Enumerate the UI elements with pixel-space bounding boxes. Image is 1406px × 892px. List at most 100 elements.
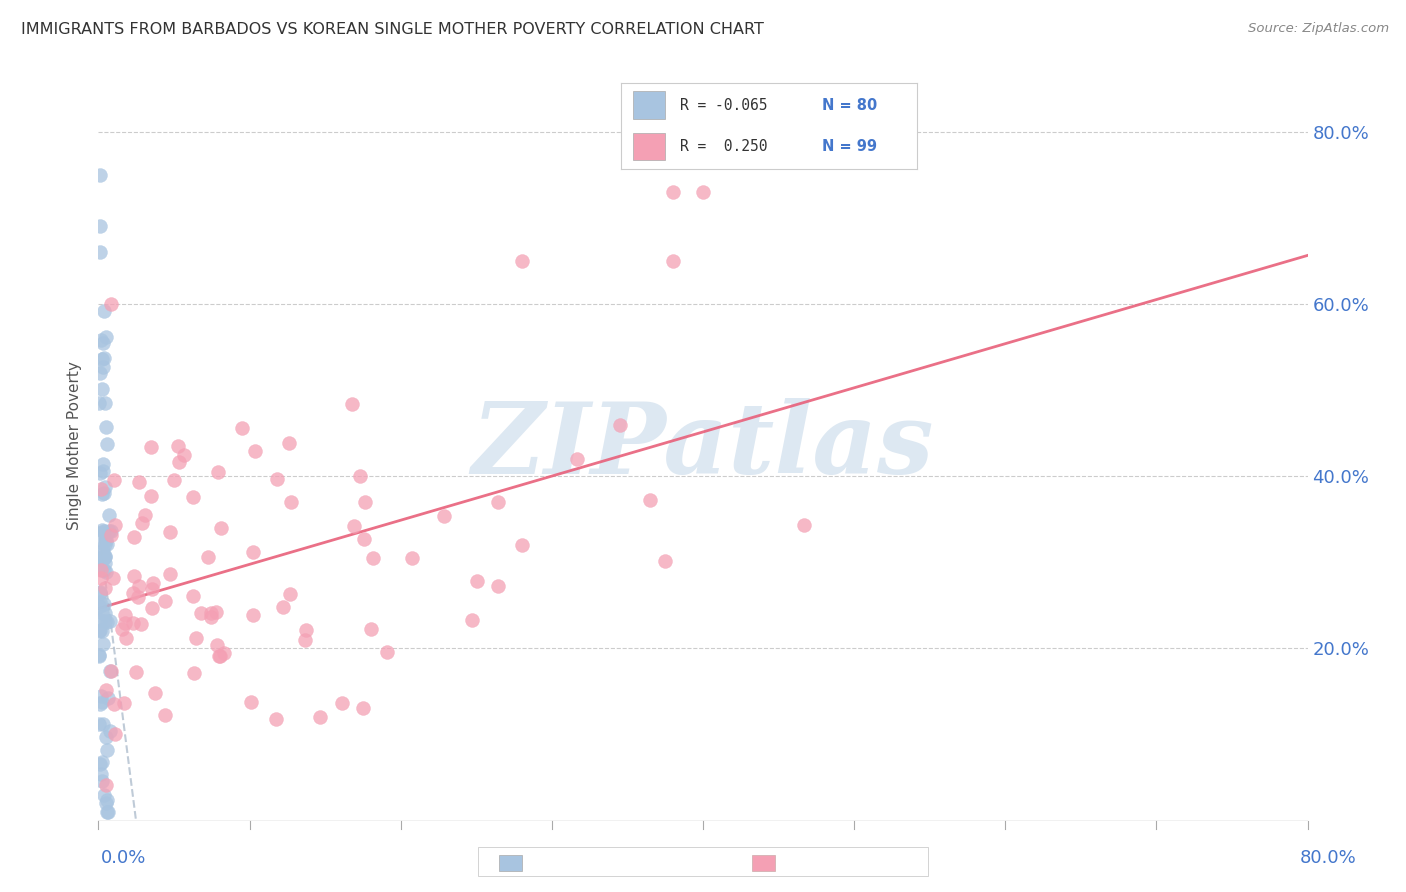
- Point: [465, 574, 488, 588]
- Point: [93, 549, 115, 563]
- Y-axis label: Single Mother Poverty: Single Mother Poverty: [67, 361, 83, 531]
- Point: [97, 690, 120, 705]
- Point: [91, 542, 114, 557]
- Point: [91, 624, 114, 638]
- Point: [127, 591, 149, 605]
- Point: [93, 335, 115, 350]
- Point: [96, 792, 118, 806]
- Point: [122, 615, 145, 630]
- Point: [93, 486, 115, 500]
- Point: [197, 550, 219, 565]
- Point: [89, 535, 111, 549]
- Point: [89, 624, 111, 638]
- Point: [186, 632, 208, 646]
- Point: [131, 516, 153, 530]
- Point: [90, 695, 112, 709]
- Point: [98, 723, 121, 738]
- Point: [93, 549, 115, 564]
- Point: [231, 421, 253, 435]
- Point: [90, 571, 112, 585]
- Point: [94, 614, 117, 628]
- Point: [638, 492, 661, 507]
- Point: [96, 805, 118, 819]
- Point: [90, 553, 112, 567]
- Point: [90, 482, 112, 496]
- Point: [98, 614, 121, 628]
- Point: [163, 473, 186, 487]
- Point: [142, 576, 165, 591]
- Text: 80.0%: 80.0%: [1301, 849, 1357, 867]
- Point: [111, 622, 134, 636]
- Point: [103, 474, 125, 488]
- Point: [96, 537, 118, 551]
- Point: [360, 623, 382, 637]
- Text: Koreans: Koreans: [782, 855, 842, 870]
- Point: [486, 579, 509, 593]
- Point: [94, 683, 117, 698]
- Point: [190, 607, 212, 621]
- Point: [94, 581, 117, 595]
- Point: [295, 623, 318, 637]
- Point: [89, 219, 111, 234]
- Point: [793, 518, 815, 533]
- Point: [89, 599, 111, 613]
- Point: [121, 585, 143, 599]
- Point: [143, 686, 166, 700]
- Point: [654, 554, 676, 568]
- Point: [209, 521, 232, 535]
- Point: [89, 168, 111, 182]
- Point: [340, 397, 363, 411]
- Text: 0.0%: 0.0%: [101, 849, 146, 867]
- Point: [87, 649, 110, 664]
- Point: [167, 439, 190, 453]
- Point: [207, 638, 229, 652]
- Point: [90, 773, 112, 788]
- Point: [90, 333, 112, 347]
- Point: [97, 524, 120, 538]
- Point: [661, 253, 683, 268]
- Point: [159, 525, 181, 540]
- Point: [139, 490, 162, 504]
- Point: [89, 366, 111, 380]
- Point: [89, 717, 111, 731]
- Point: [91, 552, 114, 566]
- Point: [141, 582, 163, 596]
- Point: [243, 444, 266, 458]
- Point: [510, 538, 533, 552]
- Text: Source: ZipAtlas.com: Source: ZipAtlas.com: [1249, 22, 1389, 36]
- Point: [352, 701, 374, 715]
- Point: [205, 605, 228, 619]
- Point: [266, 472, 288, 486]
- Point: [461, 613, 484, 627]
- Point: [98, 508, 121, 523]
- Point: [94, 396, 117, 410]
- Point: [567, 451, 589, 466]
- Point: [692, 185, 714, 199]
- Point: [94, 420, 117, 434]
- Point: [125, 665, 148, 679]
- Point: [89, 595, 111, 609]
- Point: [173, 448, 195, 462]
- Point: [114, 607, 136, 622]
- Point: [181, 491, 204, 505]
- Point: [93, 524, 115, 539]
- Point: [93, 480, 115, 494]
- Point: [661, 185, 683, 199]
- Point: [87, 396, 110, 410]
- Point: [240, 695, 263, 709]
- Point: [208, 649, 231, 664]
- Point: [330, 696, 353, 710]
- Point: [124, 568, 146, 582]
- Point: [91, 547, 114, 561]
- Point: [96, 731, 118, 745]
- Point: [93, 788, 115, 802]
- Point: [91, 463, 114, 477]
- Point: [96, 437, 118, 451]
- Point: [294, 632, 316, 647]
- Point: [94, 778, 117, 792]
- Point: [94, 606, 117, 620]
- Point: [277, 436, 299, 450]
- Point: [353, 495, 375, 509]
- Point: [94, 550, 117, 565]
- Point: [510, 253, 533, 268]
